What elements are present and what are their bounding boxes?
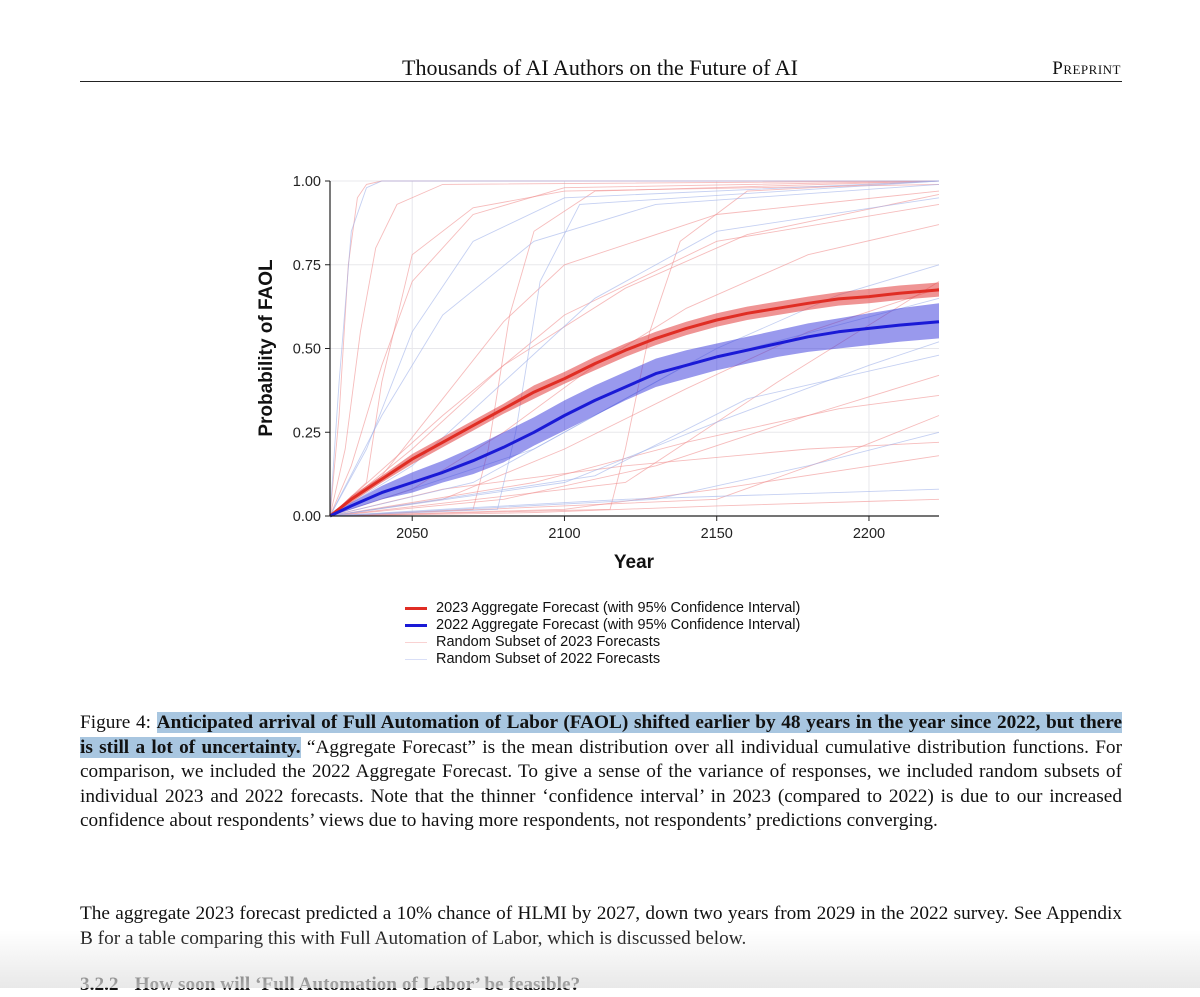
subset-curve-2023 (329, 374, 940, 517)
subset-curve-2022 (329, 431, 940, 517)
chart-legend: 2023 Aggregate Forecast (with 95% Confid… (405, 600, 800, 668)
legend-label: 2022 Aggregate Forecast (with 95% Confid… (436, 617, 801, 633)
running-header-tag: Preprint (1052, 58, 1121, 79)
running-header-title: Thousands of AI Authors on the Future of… (402, 55, 798, 80)
subset-curve-2022 (329, 180, 940, 517)
confidence-bands (330, 282, 939, 516)
section-title: How soon will ‘Full Automation of Labor’… (134, 974, 581, 995)
subset-curve-2022 (329, 354, 940, 517)
y-tick-label: 0.75 (293, 258, 321, 274)
subset-curve-2022 (329, 180, 939, 517)
legend-swatch-2022-subset (405, 659, 427, 660)
caption-body: “Aggregate Forecast” is the mean distrib… (80, 736, 1122, 832)
subset-curve-2023 (329, 203, 940, 517)
legend-item-2022-aggregate: 2022 Aggregate Forecast (with 95% Confid… (405, 617, 800, 634)
legend-label: Random Subset of 2022 Forecasts (436, 651, 661, 667)
legend-label: 2023 Aggregate Forecast (with 95% Confid… (436, 600, 801, 616)
x-tick-label: 2150 (701, 526, 733, 542)
subset-curve-2023 (329, 415, 940, 517)
subset-curve-2023 (329, 193, 940, 517)
subset-curve-2023 (329, 498, 940, 517)
legend-swatch-2023-aggregate (405, 607, 427, 610)
y-tick-label: 0.25 (293, 425, 321, 441)
x-tick-label: 2100 (548, 526, 580, 542)
x-tick-label: 2050 (396, 526, 428, 542)
ci-band-2022 (330, 303, 939, 516)
y-axis-label: Probability of FAOL (256, 259, 277, 437)
subset-curve-2023 (329, 190, 940, 517)
subset-curve-2023 (329, 183, 940, 517)
subset-curve-2022 (329, 183, 940, 517)
y-tick-label: 1.00 (293, 174, 321, 190)
body-paragraph: The aggregate 2023 forecast predicted a … (80, 903, 1122, 949)
aggregate-forecast-lines (329, 288, 940, 518)
aggregate-line-2023 (329, 288, 940, 518)
aggregate-line-2022 (329, 320, 940, 518)
y-tick-label: 0.00 (293, 509, 321, 525)
figure-caption: Figure 4: Anticipated arrival of Full Au… (80, 711, 1123, 834)
subset-curve-2022 (329, 341, 940, 517)
faol-probability-chart: 0.00 0.25 0.50 0.75 1.00 2050 2100 2150 2200 Yea… (256, 174, 940, 573)
subset-curve-2022 (329, 488, 940, 517)
legend-item-2022-subset: Random Subset of 2022 Forecasts (405, 651, 800, 668)
y-tick-label: 0.50 (293, 342, 321, 358)
section-heading: 3.2.2 How soon will ‘Full Automation of L… (80, 973, 580, 997)
subset-curve-2023 (329, 180, 940, 517)
subset-curve-2023 (329, 180, 940, 517)
legend-item-2023-aggregate: 2023 Aggregate Forecast (with 95% Confid… (405, 600, 800, 617)
legend-label: Random Subset of 2023 Forecasts (436, 634, 661, 650)
subset-curve-2023 (329, 180, 940, 517)
legend-swatch-2022-aggregate (405, 624, 427, 627)
header-rule (80, 81, 1122, 82)
subset-curve-2022 (329, 180, 940, 517)
x-axis-label: Year (614, 552, 655, 573)
legend-swatch-2023-subset (405, 642, 427, 643)
x-tick-label: 2200 (853, 526, 885, 542)
caption-prefix: Figure 4: (80, 712, 157, 733)
subset-curve-2022 (329, 197, 940, 517)
subset-curve-2023 (329, 180, 940, 517)
legend-item-2023-subset: Random Subset of 2023 Forecasts (405, 634, 800, 651)
section-number: 3.2.2 (80, 974, 119, 995)
chart-tick-labels: 0.00 0.25 0.50 0.75 1.00 2050 2100 2150 2200 (293, 174, 885, 542)
